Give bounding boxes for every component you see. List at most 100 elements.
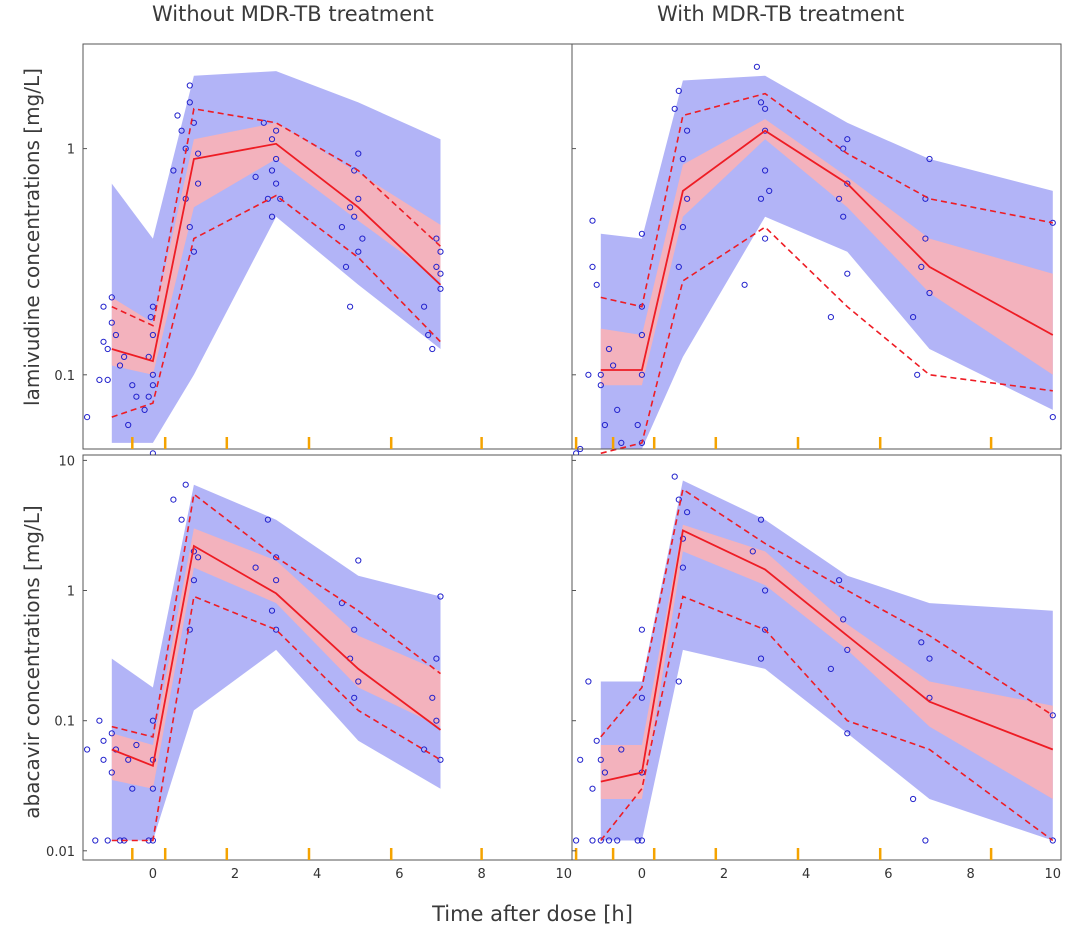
observation-point [186,626,193,633]
observation-point [433,235,440,242]
observation-point [638,331,646,339]
observation-point [273,127,280,134]
observation-point [922,837,929,844]
observation-point [252,173,259,180]
observation-point [92,837,99,844]
observation-point [597,382,604,389]
y-axis-label-lamivudine: lamivudine concentrations [mg/L] [20,68,44,406]
observation-point [926,155,933,163]
x-tick-label: 6 [884,867,892,882]
observed-95th-percentile-line [111,492,441,738]
observation-point [679,155,687,163]
x-tick-label: 2 [231,867,239,882]
observed-95th-percentile-line [600,92,1053,308]
observation-point [840,616,847,623]
observation-point [844,180,851,187]
observed-median-line [600,529,1054,783]
observation-point [133,393,140,400]
median-interval-band [600,119,1053,386]
observation-point [757,516,765,523]
observation-point [268,136,276,143]
observation-point [116,362,124,369]
observation-point [429,345,436,353]
observation-point [618,439,625,446]
x-tick-label: 8 [966,867,974,882]
observation-point [762,167,769,174]
observation-point [618,746,625,753]
observation-point [585,371,592,378]
observation-point [429,694,436,701]
observation-point [129,382,136,389]
observation-point [910,795,917,803]
observation-point [264,516,271,523]
observation-point [577,756,584,763]
observation-point [589,263,596,270]
observation-point [355,248,362,255]
x-tick-label: 10 [556,867,573,882]
observation-point [273,180,280,187]
observation-point [914,371,921,378]
observation-point [170,167,177,174]
observation-point [347,204,354,211]
observation-point [112,331,120,339]
observed-median-line [111,544,442,768]
observation-point [614,406,621,413]
observed-5th-percentile-line [600,595,1054,842]
x-axis-label: Time after dose [h] [432,902,633,926]
observation-point [104,376,111,383]
panel-frame [571,43,1062,450]
observation-point [174,112,181,119]
observation-point [421,746,428,753]
observation-point [149,371,156,378]
observation-point [96,717,103,724]
observation-point [149,785,156,792]
observation-point [597,837,604,844]
observation-point [926,655,933,662]
observation-point [601,769,609,776]
observation-point [425,331,432,339]
observed-95th-percentile-line [600,487,1054,738]
observation-point [589,217,596,224]
observation-point [910,314,917,321]
observation-point [273,577,280,584]
observation-point [844,136,851,143]
panel-lamivudine_with [571,43,1062,457]
observation-point [268,213,276,220]
observation-point [133,741,140,749]
observation-point [844,270,851,277]
observation-point [675,87,682,95]
observation-point [355,557,362,564]
observation-point [195,554,202,561]
observation-point [149,382,156,389]
observation-point [170,496,177,503]
observation-point [638,837,646,844]
y-tick-label: 0.1 [54,715,75,730]
observation-point [104,345,111,353]
observation-point [840,145,847,152]
observation-point [684,127,691,134]
observation-point [1049,414,1056,421]
observation-point [757,655,765,662]
observation-point [260,119,267,126]
observation-point [100,303,107,310]
observation-point [753,63,761,70]
observation-point [762,127,769,134]
observation-point [433,263,440,270]
observation-point [178,127,185,134]
observation-point [585,678,592,685]
observation-point [100,338,107,345]
observation-point [268,607,276,614]
observation-point [277,195,284,202]
x-tick-label: 8 [477,867,485,882]
observation-point [347,303,354,310]
observation-point [918,263,925,270]
observed-5th-percentile-line [111,595,441,842]
observation-point [593,281,600,288]
observation-point [638,626,646,633]
observation-point [766,187,773,194]
y-tick-label: 0.01 [46,845,75,860]
observation-point [597,371,604,378]
observation-point [605,345,613,353]
observation-point [601,421,609,429]
